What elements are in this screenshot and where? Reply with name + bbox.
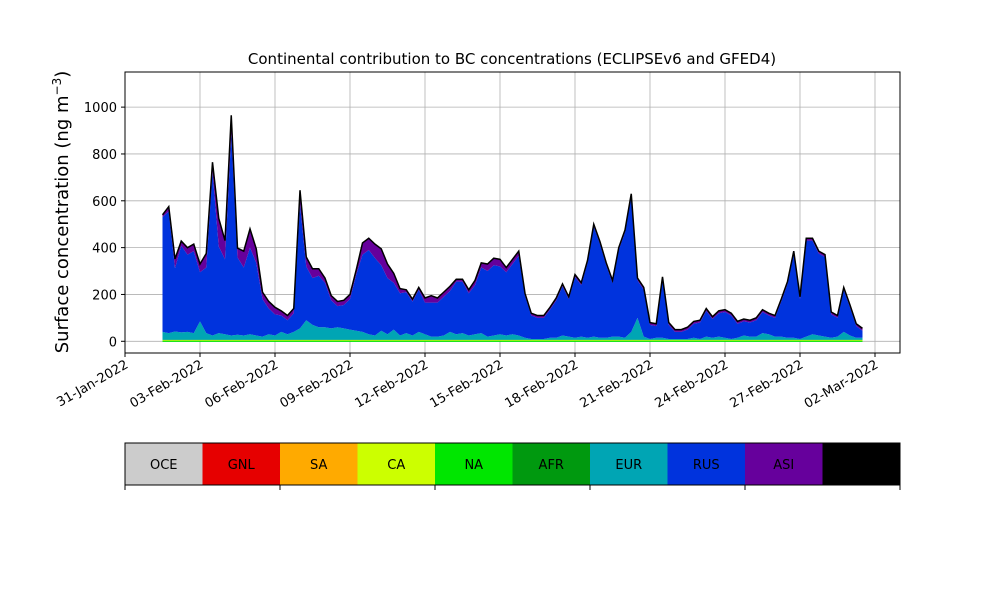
legend-label-ca: CA bbox=[387, 458, 405, 473]
legend-swatch-oce bbox=[125, 443, 203, 485]
y-tick-label: 600 bbox=[92, 195, 117, 210]
y-tick-label: 1000 bbox=[84, 101, 117, 116]
legend: OCE GNL SA CA NA AFR EUR RUS ASI AUS bbox=[124, 442, 901, 490]
chart-title: Continental contribution to BC concentra… bbox=[248, 50, 776, 68]
y-axis-label-exponent: −3 bbox=[50, 78, 64, 96]
legend-label-oce: OCE bbox=[150, 458, 178, 473]
legend-label-afr: AFR bbox=[539, 458, 564, 473]
legend-swatch-eur bbox=[590, 443, 668, 485]
legend-swatch-aus bbox=[822, 443, 900, 485]
y-tick-label: 200 bbox=[92, 288, 117, 303]
legend-label-na: NA bbox=[464, 458, 483, 473]
y-axis-label-close: ) bbox=[52, 71, 73, 78]
area-rus bbox=[162, 134, 863, 339]
legend-frame bbox=[124, 442, 901, 486]
legend-swatch-sa bbox=[280, 443, 358, 485]
legend-label-sa: SA bbox=[310, 458, 327, 473]
y-tick-label: 0 bbox=[109, 335, 117, 350]
legend-swatch-ca bbox=[357, 443, 435, 485]
legend-swatch-gnl bbox=[202, 443, 280, 485]
legend-swatch-rus bbox=[667, 443, 745, 485]
area-eur bbox=[162, 317, 863, 342]
y-tick-label: 400 bbox=[92, 242, 117, 257]
legend-label-rus: RUS bbox=[693, 458, 720, 473]
plot-frame bbox=[124, 71, 901, 354]
total-outline bbox=[161, 115, 863, 331]
legend-swatch-afr bbox=[512, 443, 590, 485]
y-tick-label: 800 bbox=[92, 148, 117, 163]
legend-swatch-asi bbox=[745, 443, 823, 485]
legend-label-aus: AUS bbox=[848, 458, 875, 473]
y-axis-label: Surface concentration (ng m−3) bbox=[50, 71, 73, 354]
legend-swatch-na bbox=[435, 443, 513, 485]
legend-label-asi: ASI bbox=[773, 458, 794, 473]
grid-lines bbox=[124, 72, 900, 353]
legend-label-eur: EUR bbox=[615, 458, 642, 473]
y-axis-label-main: Surface concentration (ng m bbox=[52, 95, 73, 353]
legend-label-gnl: GNL bbox=[228, 458, 256, 473]
stacked-areas bbox=[161, 115, 863, 342]
